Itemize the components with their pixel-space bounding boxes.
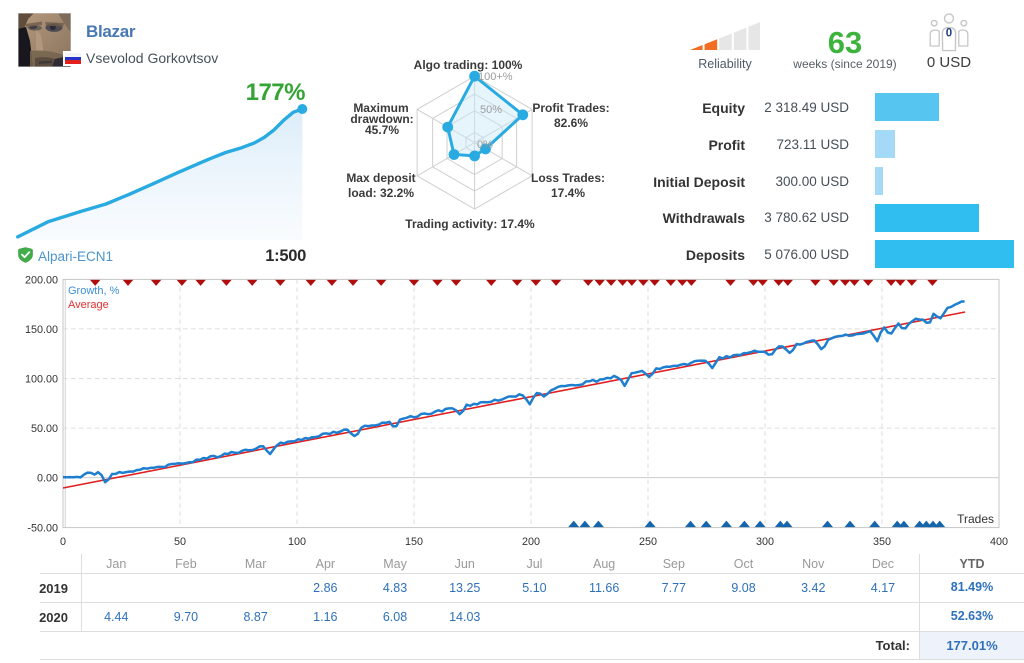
svg-text:400: 400 — [990, 536, 1008, 548]
svg-text:Max deposit: Max deposit — [346, 171, 415, 185]
svg-text:45.7%: 45.7% — [365, 123, 399, 137]
svg-text:100: 100 — [288, 536, 306, 548]
svg-text:150: 150 — [405, 536, 423, 548]
svg-text:200: 200 — [522, 536, 540, 548]
svg-text:17.4%: 17.4% — [551, 186, 585, 200]
svg-text:100.00: 100.00 — [25, 374, 58, 386]
svg-text:0.00: 0.00 — [37, 473, 58, 485]
svg-text:0: 0 — [60, 536, 66, 548]
svg-text:Maximum: Maximum — [353, 101, 408, 115]
svg-text:Algo trading: 100%: Algo trading: 100% — [414, 58, 523, 72]
svg-text:Growth, %: Growth, % — [68, 285, 120, 297]
svg-text:-50.00: -50.00 — [27, 523, 58, 535]
svg-text:300: 300 — [756, 536, 774, 548]
svg-text:50.00: 50.00 — [31, 423, 58, 435]
svg-text:250: 250 — [639, 536, 657, 548]
svg-text:150.00: 150.00 — [25, 324, 58, 336]
svg-text:drawdown:: drawdown: — [350, 112, 413, 126]
svg-text:100+%: 100+% — [478, 71, 513, 83]
svg-text:Loss Trades:: Loss Trades: — [531, 171, 605, 185]
svg-text:350: 350 — [873, 536, 891, 548]
svg-text:Average: Average — [68, 299, 109, 311]
svg-text:Trades: Trades — [957, 512, 994, 526]
svg-text:0%: 0% — [477, 139, 493, 151]
svg-text:0: 0 — [946, 28, 952, 40]
svg-text:Profit Trades:: Profit Trades: — [532, 101, 609, 115]
svg-text:82.6%: 82.6% — [554, 116, 588, 130]
svg-text:200.00: 200.00 — [25, 274, 58, 286]
svg-text:Trading activity: 17.4%: Trading activity: 17.4% — [405, 217, 535, 231]
svg-text:50%: 50% — [480, 104, 502, 116]
svg-text:50: 50 — [174, 536, 186, 548]
svg-text:load: 32.2%: load: 32.2% — [348, 186, 414, 200]
